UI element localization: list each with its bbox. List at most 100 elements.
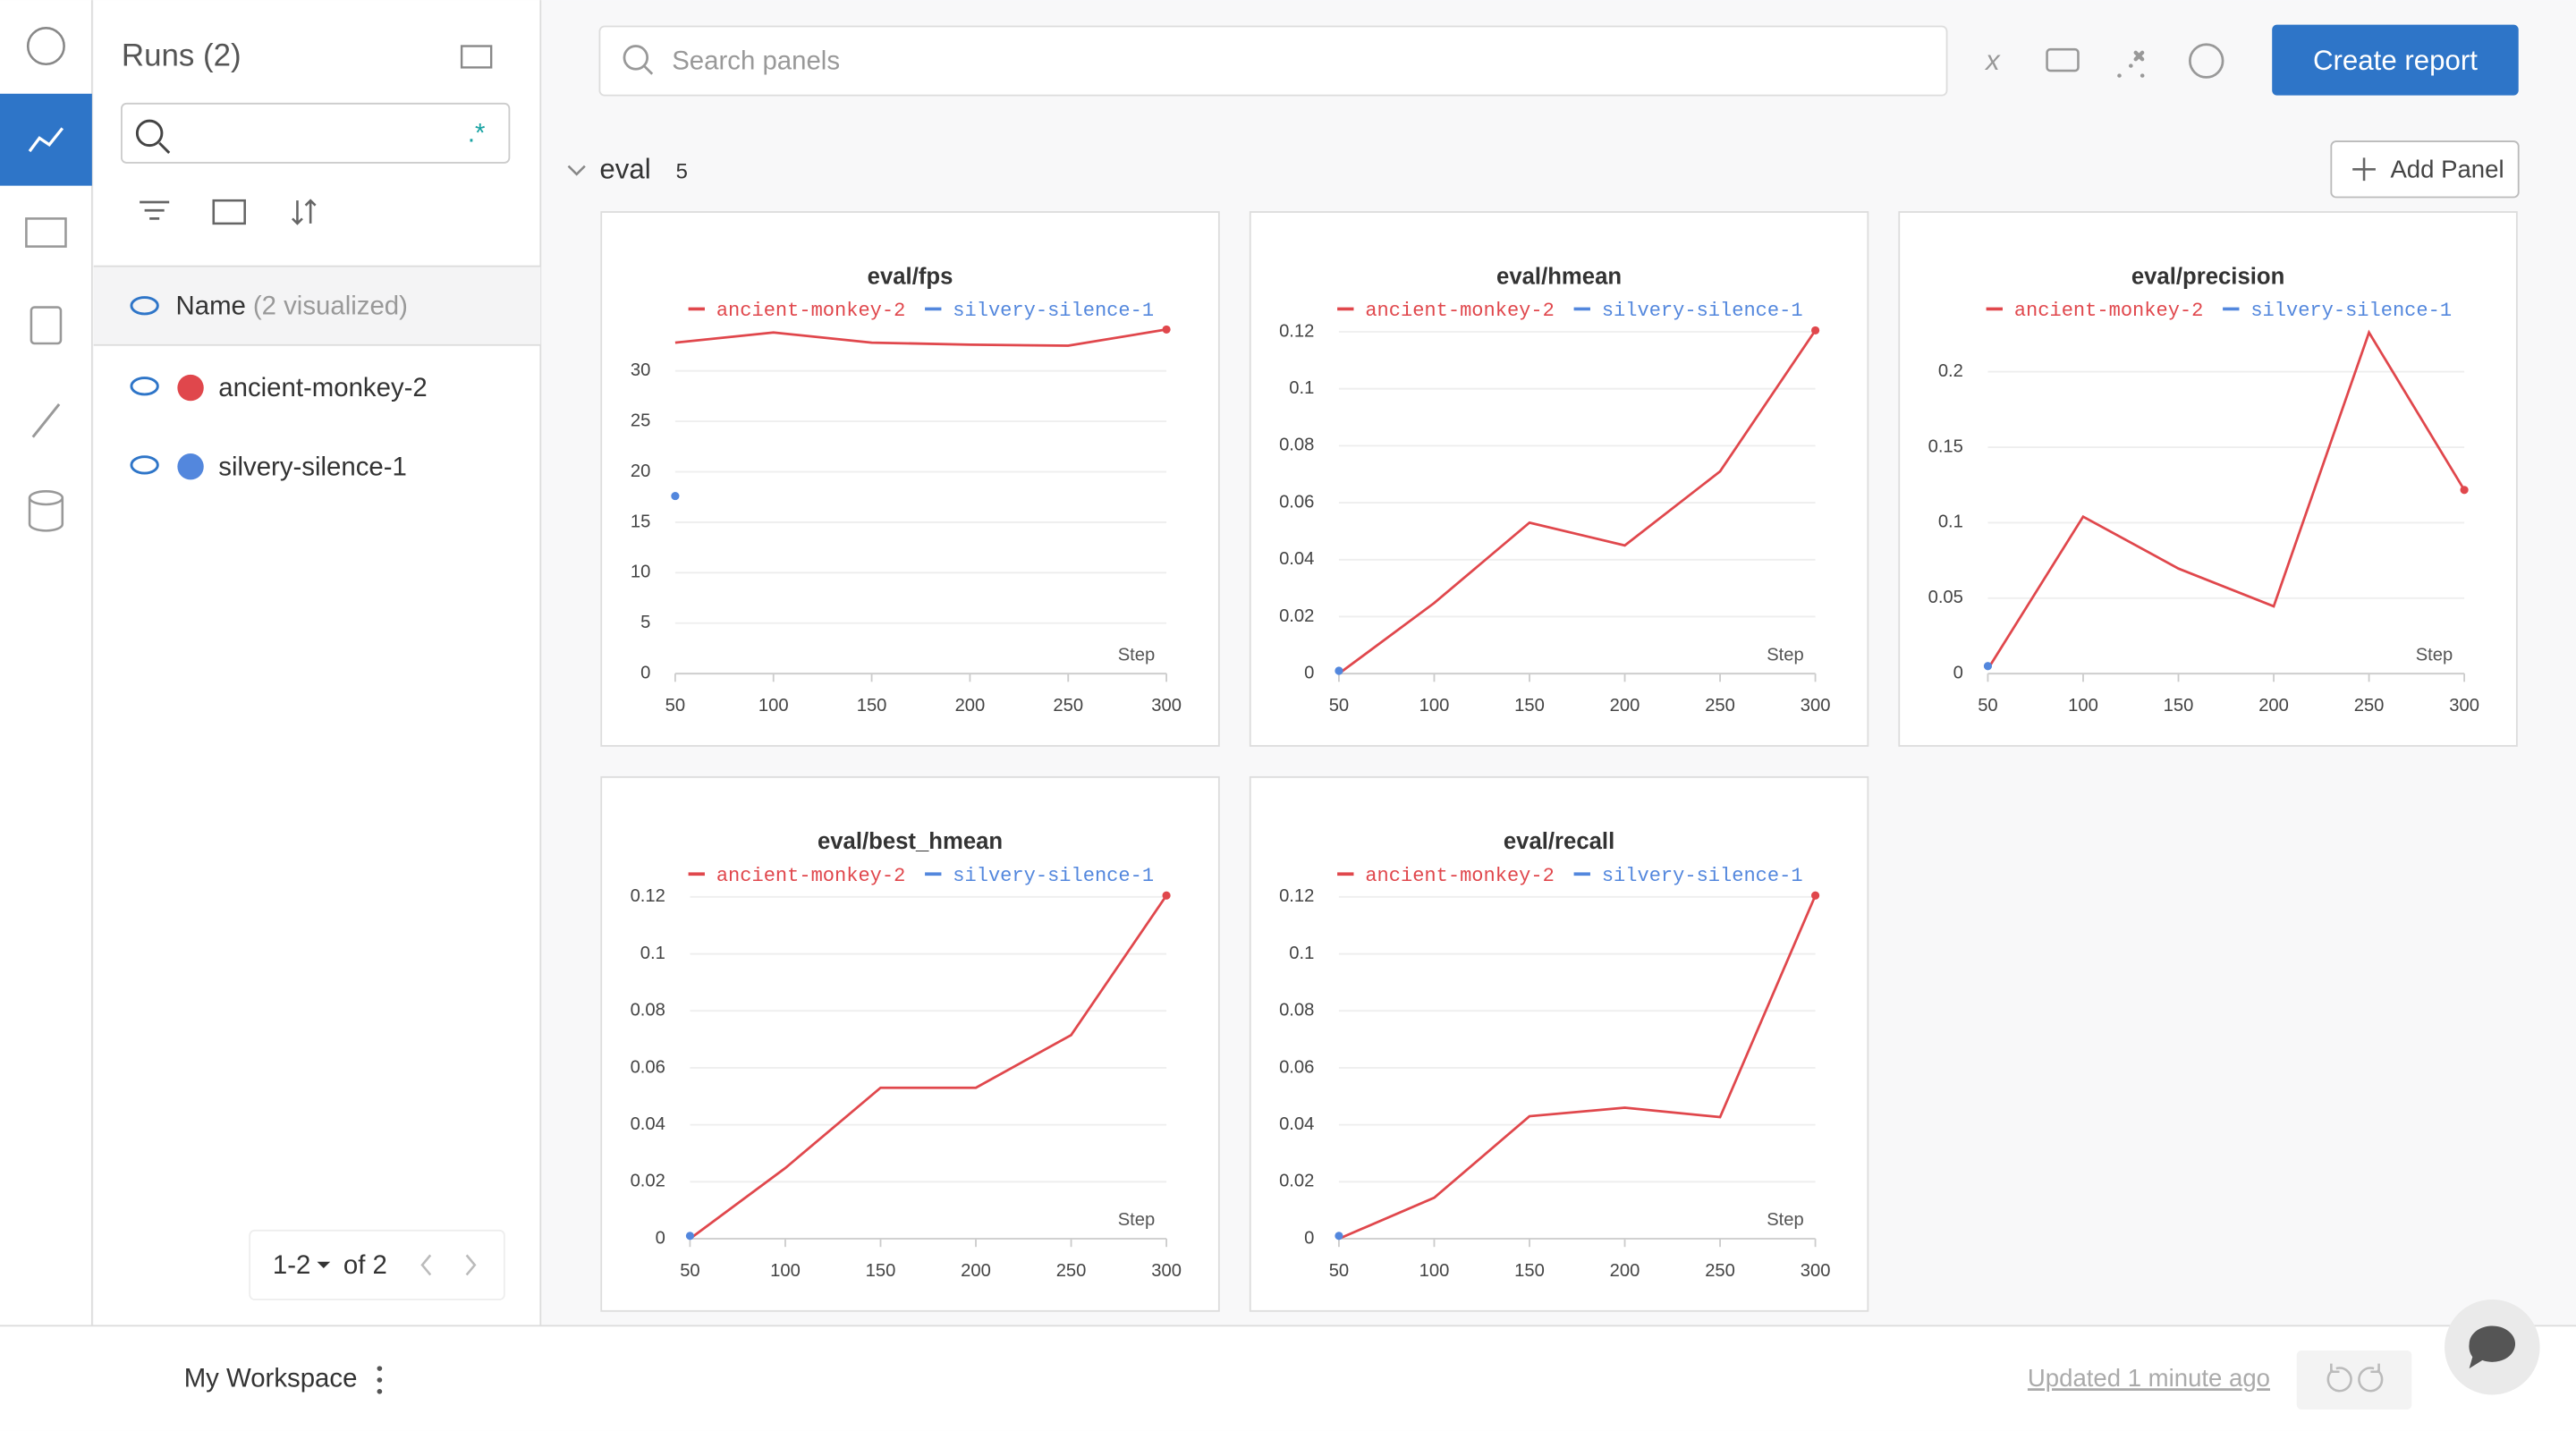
y-tick-label: 0.12 — [1279, 321, 1314, 341]
x-tick-label: 100 — [2068, 696, 2098, 716]
table-icon[interactable] — [25, 217, 67, 248]
panel-frame — [600, 775, 1220, 1312]
section-name: eval — [599, 153, 650, 184]
y-tick-label: 0.15 — [1928, 436, 1963, 456]
run-name: silvery-silence-1 — [218, 452, 407, 481]
run-color — [177, 374, 204, 402]
table-toggle[interactable] — [460, 45, 493, 69]
y-tick-label: 0.1 — [1938, 512, 1963, 532]
x-axis-icon[interactable]: x — [1984, 45, 2001, 76]
x-tick-label: 250 — [2354, 696, 2385, 716]
search-icon — [623, 45, 649, 71]
x-tick-label: 300 — [2449, 696, 2479, 716]
x-tick-label: 150 — [2164, 696, 2194, 716]
name-column: Name — [176, 291, 246, 320]
y-tick-label: 0.1 — [640, 944, 665, 963]
series-line — [1338, 329, 1817, 675]
create-report-button[interactable] — [2272, 24, 2519, 96]
y-tick-label: 0.04 — [631, 1114, 665, 1134]
legend-label: ancient-monkey-2 — [1365, 865, 1555, 887]
panel-title: eval/fps — [868, 264, 953, 289]
x-tick-label: 100 — [1419, 1261, 1450, 1281]
x-axis-label: Step — [1767, 1210, 1804, 1230]
x-tick-label: 300 — [1151, 1261, 1182, 1281]
regex-toggle[interactable]: .* — [468, 118, 486, 148]
x-tick-label: 300 — [1151, 696, 1182, 716]
outlier-icon[interactable] — [2117, 50, 2145, 78]
page-total: of 2 — [343, 1250, 387, 1280]
pagination — [249, 1229, 505, 1300]
charts-tab[interactable] — [0, 93, 92, 186]
series-end-dot — [1162, 891, 1171, 900]
add-panel-button[interactable] — [2330, 140, 2520, 199]
x-axis-label: Step — [1118, 645, 1156, 665]
series-line — [674, 328, 1167, 347]
panel-search[interactable] — [598, 25, 1948, 97]
series-end-dot — [1335, 1232, 1343, 1240]
legend-label: ancient-monkey-2 — [1365, 300, 1555, 322]
legend-label: silvery-silence-1 — [1602, 865, 1803, 887]
group-icon[interactable] — [212, 199, 246, 225]
plus-icon — [2352, 157, 2376, 182]
run-color — [177, 453, 204, 480]
series-end-dot — [1811, 891, 1820, 900]
series-end-dot — [2460, 486, 2469, 495]
runs-search[interactable] — [121, 102, 511, 164]
y-tick-label: 0.05 — [1928, 588, 1963, 607]
workspace-name[interactable]: My Workspace — [184, 1364, 358, 1393]
x-tick-label: 100 — [758, 696, 789, 716]
x-tick-label: 100 — [1419, 696, 1450, 716]
runs-panel — [93, 0, 541, 1326]
series-end-dot — [1335, 666, 1343, 675]
x-tick-label: 200 — [961, 1261, 991, 1281]
search-placeholder: Search panels — [672, 47, 840, 76]
panel: eval/hmean ancient-monkey-2 silvery-silenc… — [1249, 211, 1869, 747]
y-tick-label: 0.1 — [1289, 944, 1314, 963]
y-tick-label: 0.06 — [1279, 492, 1314, 512]
visualized-count: (2 visualized) — [253, 291, 408, 320]
x-tick-label: 250 — [1053, 696, 1083, 716]
collapse-icon[interactable] — [567, 165, 586, 176]
series-end-dot — [1162, 325, 1171, 334]
legend-label: silvery-silence-1 — [2250, 300, 2452, 322]
x-tick-label: 200 — [955, 696, 986, 716]
visibility-icon[interactable] — [130, 296, 159, 316]
panel: eval/fps ancient-monkey-2 silvery-silence-… — [600, 211, 1220, 747]
x-tick-label: 150 — [1514, 696, 1545, 716]
x-tick-label: 250 — [1705, 696, 1735, 716]
series-end-dot — [671, 491, 680, 501]
page-arrows[interactable] — [420, 1254, 477, 1276]
y-tick-label: 0.12 — [631, 886, 665, 906]
x-tick-label: 50 — [680, 1261, 699, 1281]
y-tick-label: 0.02 — [1279, 1172, 1314, 1191]
search-icon — [643, 64, 654, 75]
info-icon[interactable] — [26, 27, 65, 66]
visibility-icon[interactable] — [130, 377, 159, 396]
report-icon[interactable] — [30, 306, 63, 345]
smoothing-icon[interactable] — [2046, 47, 2080, 72]
brush-icon[interactable] — [31, 403, 61, 438]
sort-icon[interactable] — [292, 199, 317, 225]
y-tick-label: 0.08 — [631, 1001, 665, 1020]
y-tick-label: 0.06 — [1279, 1057, 1314, 1077]
y-tick-label: 15 — [631, 512, 650, 531]
undo-icon[interactable] — [2326, 1363, 2352, 1393]
visibility-icon[interactable] — [130, 455, 159, 475]
y-tick-label: 0 — [1304, 664, 1314, 683]
legend-label: ancient-monkey-2 — [716, 865, 906, 887]
x-tick-label: 300 — [1801, 696, 1831, 716]
db-icon-body — [28, 497, 64, 532]
redo-icon[interactable] — [2358, 1363, 2384, 1393]
panel-title: eval/best_hmean — [818, 829, 1003, 854]
y-tick-label: 0 — [640, 664, 650, 683]
filter-icon[interactable] — [140, 200, 170, 220]
series-line — [1338, 894, 1817, 1240]
x-tick-label: 150 — [857, 696, 887, 716]
settings-icon[interactable] — [2188, 43, 2224, 79]
x-tick-label: 150 — [1514, 1261, 1545, 1281]
x-axis-label: Step — [1767, 645, 1804, 665]
page-range[interactable]: 1-2 — [273, 1250, 310, 1280]
caret — [317, 1261, 331, 1269]
updated-time: Updated 1 minute ago — [2028, 1364, 2270, 1392]
